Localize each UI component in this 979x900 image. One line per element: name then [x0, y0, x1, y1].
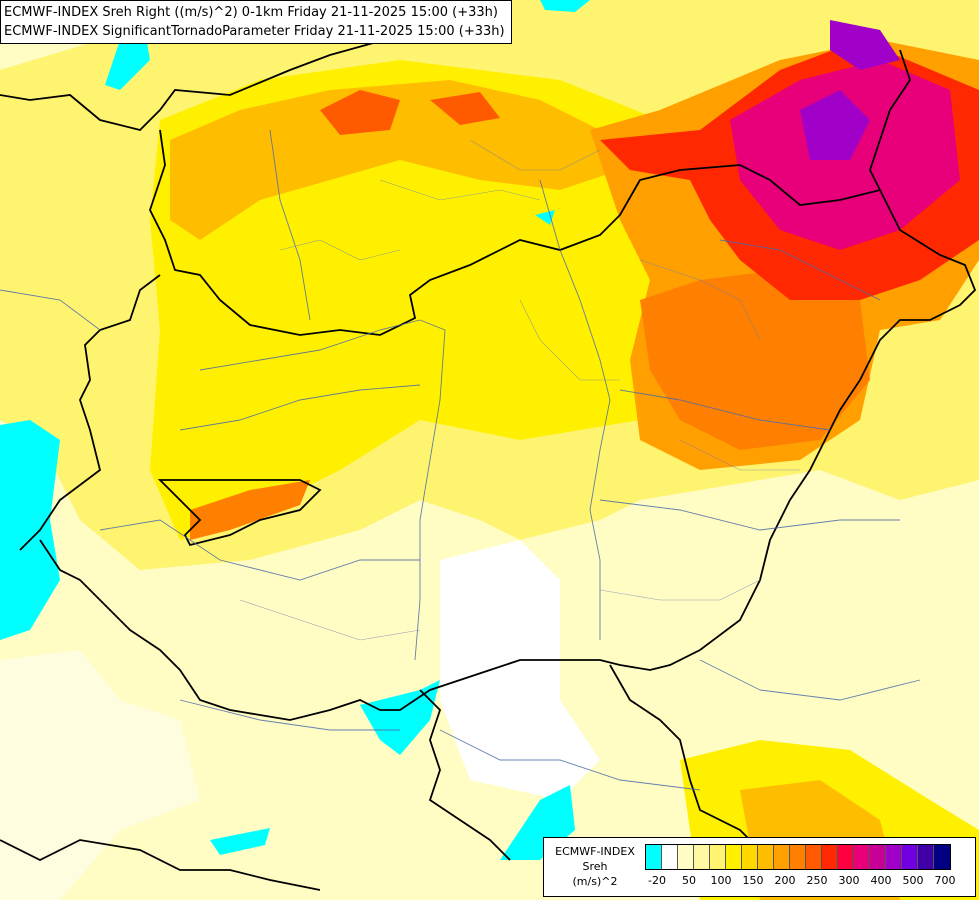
- legend-tick-label: 150: [742, 874, 764, 887]
- legend-swatch: [822, 845, 838, 869]
- legend-tick-label: 400: [870, 874, 892, 887]
- legend-swatch: [678, 845, 694, 869]
- legend-swatch: [662, 845, 678, 869]
- cyan-region: [105, 30, 150, 90]
- orange-region: [170, 80, 620, 240]
- white-region: [440, 540, 600, 800]
- cyan-region: [0, 420, 60, 640]
- legend-swatch: [854, 845, 870, 869]
- title-line-2: ECMWF-INDEX SignificantTornadoParameter …: [4, 24, 505, 39]
- legend-label-line-1: ECMWF-INDEX: [555, 845, 635, 858]
- legend: ECMWF-INDEX Sreh (m/s)^2 -20 50 100 150 200 2…: [543, 837, 976, 897]
- rivers: [0, 129, 921, 791]
- legend-swatch: [646, 845, 662, 869]
- legend-tick-label: 300: [838, 874, 860, 887]
- legend-tick-label: -20: [648, 874, 666, 887]
- legend-swatch: [694, 845, 710, 869]
- legend-ticks: -20 50 100 150 200 250 300 400 500 700: [645, 874, 975, 890]
- title-box: ECMWF-INDEX Sreh Right ((m/s)^2) 0-1km F…: [0, 0, 512, 44]
- legend-swatch: [790, 845, 806, 869]
- legend-swatch: [742, 845, 758, 869]
- cyan-region: [360, 680, 440, 755]
- legend-swatch: [886, 845, 902, 869]
- legend-tick-label: 200: [774, 874, 796, 887]
- legend-swatches: [645, 844, 951, 870]
- purple-region: [800, 90, 870, 160]
- legend-swatch: [870, 845, 886, 869]
- legend-swatch: [726, 845, 742, 869]
- legend-tick-label: 700: [934, 874, 956, 887]
- legend-label-line-3: (m/s)^2: [572, 875, 618, 888]
- legend-tick-label: 250: [806, 874, 828, 887]
- legend-swatch: [774, 845, 790, 869]
- legend-swatch: [918, 845, 934, 869]
- legend-swatch: [710, 845, 726, 869]
- title-line-1: ECMWF-INDEX Sreh Right ((m/s)^2) 0-1km F…: [4, 5, 498, 20]
- legend-tick-label: 500: [902, 874, 924, 887]
- legend-label: ECMWF-INDEX Sreh (m/s)^2: [546, 844, 644, 889]
- legend-swatch: [838, 845, 854, 869]
- orange-region: [190, 480, 310, 540]
- white-region: [0, 650, 200, 900]
- orange-region: [430, 92, 500, 125]
- legend-label-line-2: Sreh: [582, 860, 608, 873]
- legend-swatch: [934, 845, 950, 869]
- orange-region: [320, 90, 400, 135]
- purple-region: [830, 20, 900, 70]
- cyan-region: [540, 0, 590, 12]
- legend-tick-label: 50: [682, 874, 696, 887]
- country-borders: [0, 19, 977, 891]
- legend-swatch: [806, 845, 822, 869]
- region-borders: [239, 139, 800, 641]
- legend-tick-label: 100: [710, 874, 732, 887]
- legend-swatch: [758, 845, 774, 869]
- orange-region: [640, 270, 870, 450]
- cyan-region: [210, 828, 270, 855]
- legend-swatch: [902, 845, 918, 869]
